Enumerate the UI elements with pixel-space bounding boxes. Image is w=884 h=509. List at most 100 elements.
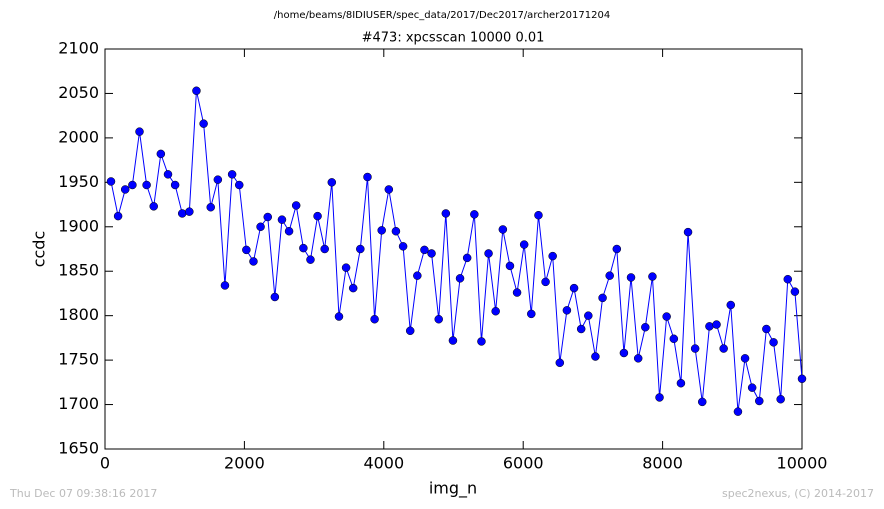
data-point: [591, 352, 600, 361]
x-tick-label: 4000: [363, 454, 404, 473]
y-tick-label: 1900: [58, 216, 99, 235]
plot-frame: [104, 48, 803, 450]
data-point: [683, 227, 693, 237]
data-point: [555, 358, 565, 368]
x-tick-label: 10000: [777, 454, 828, 473]
data-point: [299, 243, 308, 253]
data-point: [192, 86, 201, 96]
data-point: [740, 354, 750, 363]
chart-title: #473: xpcsscan 10000 0.01: [362, 31, 545, 46]
y-tick-label: 1650: [58, 439, 99, 458]
data-point: [527, 309, 536, 319]
data-point: [598, 293, 607, 303]
y-tick-label: 1850: [58, 261, 99, 280]
data-point: [455, 274, 465, 283]
data-point: [306, 255, 315, 264]
data-point: [327, 178, 337, 187]
data-point: [213, 175, 223, 184]
data-point: [726, 300, 736, 310]
data-point: [534, 210, 543, 220]
data-point: [605, 271, 614, 280]
data-point: [113, 211, 123, 221]
data-point: [498, 225, 508, 234]
data-point: [256, 222, 265, 232]
data-point: [391, 226, 401, 236]
footer-left: Thu Dec 07 09:38:16 2017: [9, 487, 157, 500]
data-point: [762, 324, 771, 334]
y-tick-label: 1950: [58, 172, 99, 191]
y-tick-label: 1800: [58, 305, 99, 324]
data-point: [441, 209, 451, 218]
data-point: [769, 338, 778, 347]
data-point: [783, 274, 793, 284]
data-point: [626, 273, 636, 282]
data-point: [619, 348, 629, 358]
data-point: [177, 209, 187, 218]
data-point: [320, 244, 329, 254]
data-point: [234, 180, 244, 190]
data-point: [277, 215, 287, 224]
data-point: [434, 314, 443, 324]
data-point: [242, 245, 251, 255]
data-point: [705, 322, 714, 331]
data-point: [505, 261, 515, 271]
data-point: [377, 226, 386, 235]
data-point: [370, 314, 379, 324]
x-tick-label: 0: [100, 454, 110, 473]
data-point: [128, 180, 137, 190]
data-point: [612, 244, 622, 254]
data-point: [541, 277, 550, 287]
data-point: [690, 344, 700, 353]
data-point: [669, 334, 679, 344]
data-point: [484, 249, 493, 258]
series-line: [110, 90, 803, 412]
data-point: [733, 407, 743, 416]
data-point: [719, 344, 728, 353]
data-point: [384, 185, 394, 194]
y-tick-label: 2050: [58, 83, 99, 102]
x-tick-label: 6000: [503, 454, 544, 473]
data-point: [477, 337, 486, 346]
data-point: [790, 287, 800, 296]
data-point: [569, 283, 579, 293]
data-point: [413, 271, 422, 280]
data-point: [512, 288, 522, 297]
data-point: [156, 149, 166, 159]
data-point: [712, 320, 721, 329]
data-point: [249, 257, 258, 266]
data-point: [405, 326, 415, 336]
data-point: [170, 180, 180, 190]
data-point: [270, 292, 280, 302]
data-point: [747, 383, 757, 392]
data-point: [584, 311, 593, 320]
data-point: [199, 119, 208, 128]
y-axis-label: ccdc: [30, 231, 49, 268]
data-point: [776, 394, 785, 404]
data-point: [470, 210, 479, 219]
data-point: [641, 322, 650, 332]
data-point: [227, 170, 237, 179]
data-point: [633, 354, 643, 363]
data-point: [356, 244, 365, 254]
y-tick-label: 1700: [58, 394, 99, 413]
data-point: [163, 170, 173, 179]
data-point: [291, 201, 301, 210]
data-point: [263, 212, 272, 222]
data-point: [348, 283, 358, 293]
x-tick-label: 8000: [642, 454, 683, 473]
data-point: [562, 306, 572, 315]
data-point: [363, 172, 372, 182]
data-point: [398, 242, 408, 251]
data-point: [341, 263, 351, 272]
data-point: [427, 249, 436, 258]
footer-right: spec2nexus, (C) 2014-2017: [722, 487, 874, 500]
data-point: [149, 202, 158, 211]
data-point: [755, 396, 764, 406]
x-tick-label: 2000: [224, 454, 265, 473]
data-point: [334, 312, 344, 321]
data-point: [676, 378, 686, 388]
data-point: [106, 177, 116, 186]
data-point: [797, 374, 807, 384]
y-tick-label: 2000: [58, 127, 99, 146]
